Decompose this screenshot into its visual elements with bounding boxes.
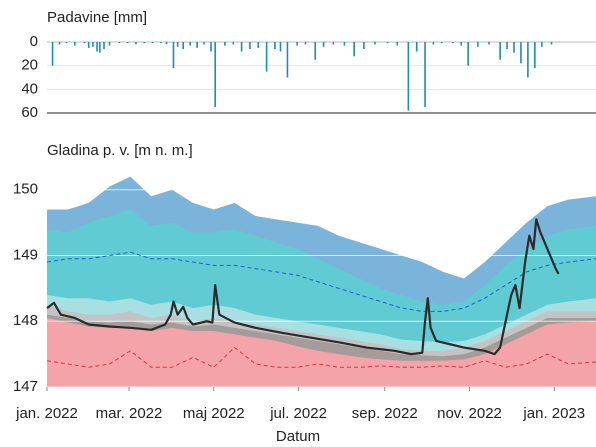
bar	[224, 42, 226, 46]
bar	[51, 42, 54, 66]
y-tick-label: 60	[21, 104, 38, 121]
bar	[314, 42, 317, 60]
bar	[499, 42, 501, 60]
bar	[160, 42, 162, 44]
bar	[550, 42, 553, 45]
bar	[92, 42, 94, 47]
bar	[477, 42, 479, 47]
y-tick-label: 147	[13, 378, 38, 395]
bar	[322, 42, 325, 47]
y-tick-label: 20	[21, 57, 38, 74]
x-tick-label: jul. 2022	[269, 405, 327, 422]
y-tick-label: 149	[13, 246, 38, 263]
bar	[396, 42, 399, 46]
x-tick-label: mar. 2022	[96, 405, 163, 422]
bar	[232, 42, 235, 45]
bar	[176, 42, 179, 47]
bar	[304, 42, 307, 45]
bar	[432, 42, 435, 45]
bar	[353, 42, 355, 57]
bar	[343, 42, 346, 46]
bar	[83, 42, 86, 44]
bar	[279, 42, 282, 52]
bar	[452, 42, 454, 44]
bar	[332, 42, 335, 45]
bar	[96, 42, 98, 52]
bar	[73, 42, 76, 46]
bar	[249, 42, 251, 50]
bar	[415, 42, 418, 52]
y-tick-label: 150	[13, 181, 38, 198]
bar	[286, 42, 289, 78]
bar	[65, 42, 68, 44]
bar	[374, 42, 376, 45]
bar	[520, 42, 522, 64]
bar	[126, 42, 129, 44]
bar	[99, 42, 101, 53]
x-tick-label: maj 2022	[183, 405, 245, 422]
bar	[265, 42, 268, 72]
x-axis-label: Datum	[276, 428, 320, 445]
bar	[118, 42, 121, 44]
bar	[203, 42, 205, 45]
bar	[467, 42, 469, 66]
bar	[182, 42, 185, 50]
bar	[488, 42, 490, 45]
bar	[527, 42, 529, 78]
bar	[103, 42, 105, 50]
bar	[296, 42, 298, 46]
bar	[506, 42, 508, 50]
level-title: Gladina p. v. [m n. m.]	[47, 142, 193, 159]
x-tick-label: jan. 2022	[15, 405, 78, 422]
bar	[58, 42, 61, 45]
bar	[87, 42, 90, 48]
x-tick-label: sep. 2022	[352, 405, 418, 422]
bar	[214, 42, 216, 108]
bar	[172, 42, 175, 69]
bar	[151, 42, 154, 44]
bar	[189, 42, 191, 46]
y-tick-label: 148	[13, 312, 38, 329]
bar	[108, 42, 111, 46]
bar	[165, 42, 168, 45]
bar	[196, 42, 198, 48]
bar	[135, 42, 137, 45]
bar	[257, 42, 260, 48]
dashed-line	[46, 251, 596, 312]
bar	[440, 42, 443, 44]
x-tick-label: jan. 2023	[522, 405, 585, 422]
bar	[143, 42, 146, 44]
bar	[424, 42, 426, 108]
y-tick-label: 0	[30, 33, 38, 50]
bar	[363, 42, 365, 50]
y-tick-label: 40	[21, 80, 38, 97]
bar	[274, 42, 276, 50]
bar	[460, 42, 462, 46]
bar	[210, 42, 212, 52]
bar	[513, 42, 515, 53]
bar	[386, 42, 389, 44]
bar	[407, 42, 410, 111]
band-area	[47, 317, 596, 387]
measured-line	[46, 218, 560, 356]
bar	[240, 42, 243, 52]
bar	[534, 42, 536, 69]
x-tick-label: nov. 2022	[437, 405, 502, 422]
precip-title: Padavine [mm]	[47, 9, 147, 26]
bar	[540, 42, 543, 47]
